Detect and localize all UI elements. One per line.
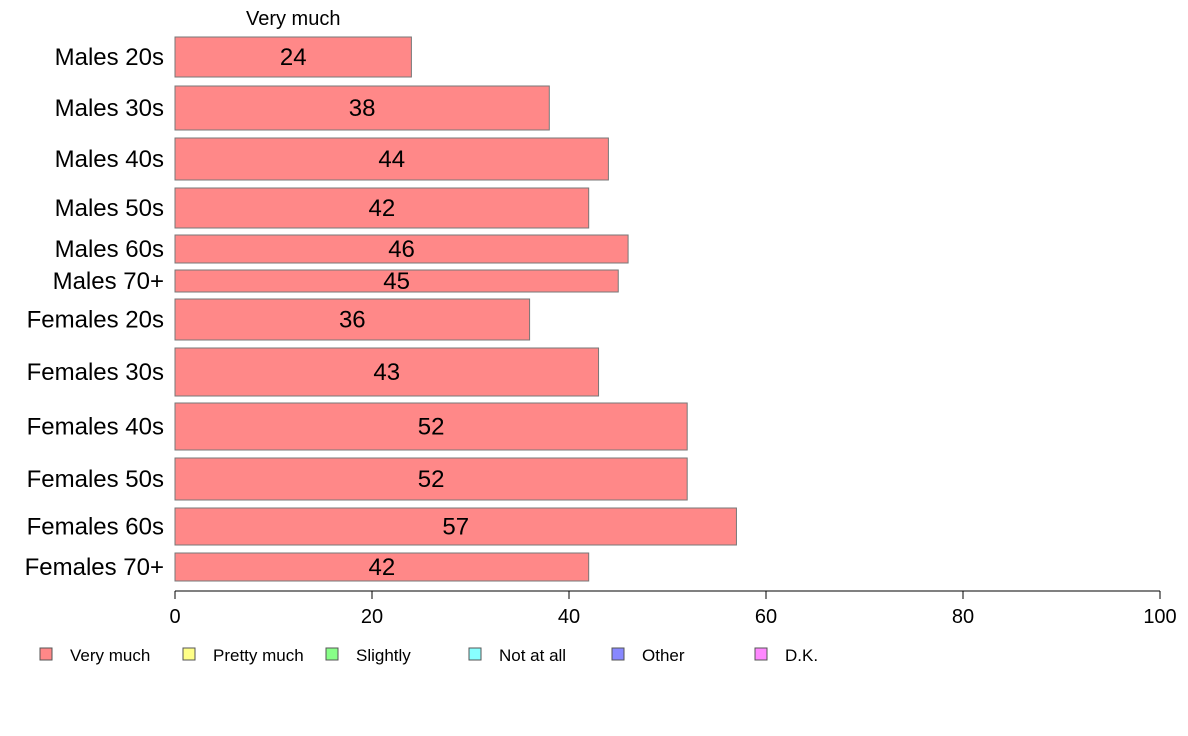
category-label: Males 60s <box>55 236 164 263</box>
category-label: Females 70+ <box>25 554 164 581</box>
category-label: Females 40s <box>27 414 164 441</box>
x-tick-label: 20 <box>361 606 383 628</box>
data-label: 42 <box>368 195 395 222</box>
x-tick-label: 40 <box>558 606 580 628</box>
bar <box>174 457 688 501</box>
legend-label: D.K. <box>785 646 818 665</box>
legend-label: Other <box>642 646 685 665</box>
legend-swatch <box>182 647 196 661</box>
bar <box>174 347 600 397</box>
x-axis: 0 20 40 60 80 100 <box>169 590 1177 628</box>
legend-label: Very much <box>70 646 150 665</box>
category-label: Males 70+ <box>53 268 164 295</box>
legend-swatch <box>468 647 482 661</box>
category-label: Males 30s <box>55 95 164 122</box>
x-tick-label: 0 <box>169 606 180 628</box>
data-label: 24 <box>280 44 307 71</box>
bar <box>174 552 590 582</box>
x-tick-label: 80 <box>952 606 974 628</box>
data-label: 52 <box>418 466 445 493</box>
category-label: Females 30s <box>27 359 164 386</box>
x-tick-label: 100 <box>1143 606 1176 628</box>
legend-item: D.K. <box>754 646 818 665</box>
bar <box>174 402 688 451</box>
legend-label: Not at all <box>499 646 566 665</box>
bar <box>174 269 619 293</box>
legend-label: Pretty much <box>213 646 304 665</box>
data-label: 42 <box>368 554 395 581</box>
legend-swatch <box>611 647 625 661</box>
legend-item: Other <box>611 646 685 665</box>
data-label: 36 <box>339 307 366 334</box>
legend-item: Very much <box>39 646 150 665</box>
data-label: 46 <box>388 236 415 263</box>
category-label: Females 20s <box>27 307 164 334</box>
x-tick-label: 60 <box>755 606 777 628</box>
bar <box>174 187 590 229</box>
bars-group: Males 20s 24 Males 30s 38 Males 40s 44 Males 5… <box>25 36 737 582</box>
data-label: 52 <box>418 414 445 441</box>
legend: Very much Pretty much Slightly Not at all Ot… <box>39 646 818 665</box>
data-label: 57 <box>442 514 469 541</box>
legend-item: Slightly <box>325 646 411 665</box>
legend-item: Not at all <box>468 646 566 665</box>
data-label: 45 <box>383 268 410 295</box>
category-label: Females 50s <box>27 466 164 493</box>
bar <box>174 298 531 341</box>
bar <box>174 36 412 78</box>
legend-swatch <box>39 647 53 661</box>
data-label: 43 <box>373 359 400 386</box>
legend-swatch <box>325 647 339 661</box>
legend-item: Pretty much <box>182 646 304 665</box>
bar <box>174 234 629 264</box>
data-label: 38 <box>349 95 376 122</box>
data-label: 44 <box>378 146 405 173</box>
legend-label: Slightly <box>356 646 411 665</box>
bar <box>174 85 550 131</box>
category-label: Males 40s <box>55 146 164 173</box>
category-label: Females 60s <box>27 514 164 541</box>
series-title: Very much <box>246 8 340 30</box>
legend-swatch <box>754 647 768 661</box>
category-label: Males 50s <box>55 195 164 222</box>
category-label: Males 20s <box>55 44 164 71</box>
bar <box>174 137 609 181</box>
bar <box>174 507 737 546</box>
